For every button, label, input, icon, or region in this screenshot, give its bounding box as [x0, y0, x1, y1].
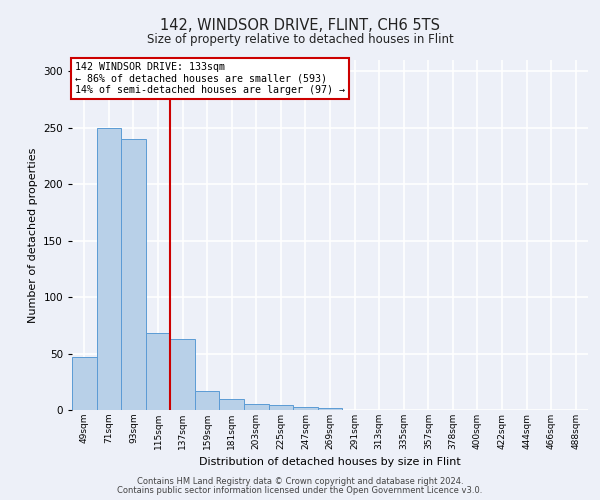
Bar — [195, 391, 220, 410]
Bar — [146, 333, 170, 410]
Bar — [97, 128, 121, 410]
Y-axis label: Number of detached properties: Number of detached properties — [28, 148, 38, 322]
Bar — [121, 139, 146, 410]
Text: 142 WINDSOR DRIVE: 133sqm
← 86% of detached houses are smaller (593)
14% of semi: 142 WINDSOR DRIVE: 133sqm ← 86% of detac… — [74, 62, 344, 95]
Bar — [293, 406, 318, 410]
X-axis label: Distribution of detached houses by size in Flint: Distribution of detached houses by size … — [199, 458, 461, 468]
Bar — [72, 357, 97, 410]
Text: 142, WINDSOR DRIVE, FLINT, CH6 5TS: 142, WINDSOR DRIVE, FLINT, CH6 5TS — [160, 18, 440, 32]
Bar — [220, 398, 244, 410]
Bar — [244, 404, 269, 410]
Text: Size of property relative to detached houses in Flint: Size of property relative to detached ho… — [146, 32, 454, 46]
Text: Contains HM Land Registry data © Crown copyright and database right 2024.: Contains HM Land Registry data © Crown c… — [137, 477, 463, 486]
Bar — [170, 339, 195, 410]
Text: Contains public sector information licensed under the Open Government Licence v3: Contains public sector information licen… — [118, 486, 482, 495]
Bar — [269, 406, 293, 410]
Bar — [318, 408, 342, 410]
